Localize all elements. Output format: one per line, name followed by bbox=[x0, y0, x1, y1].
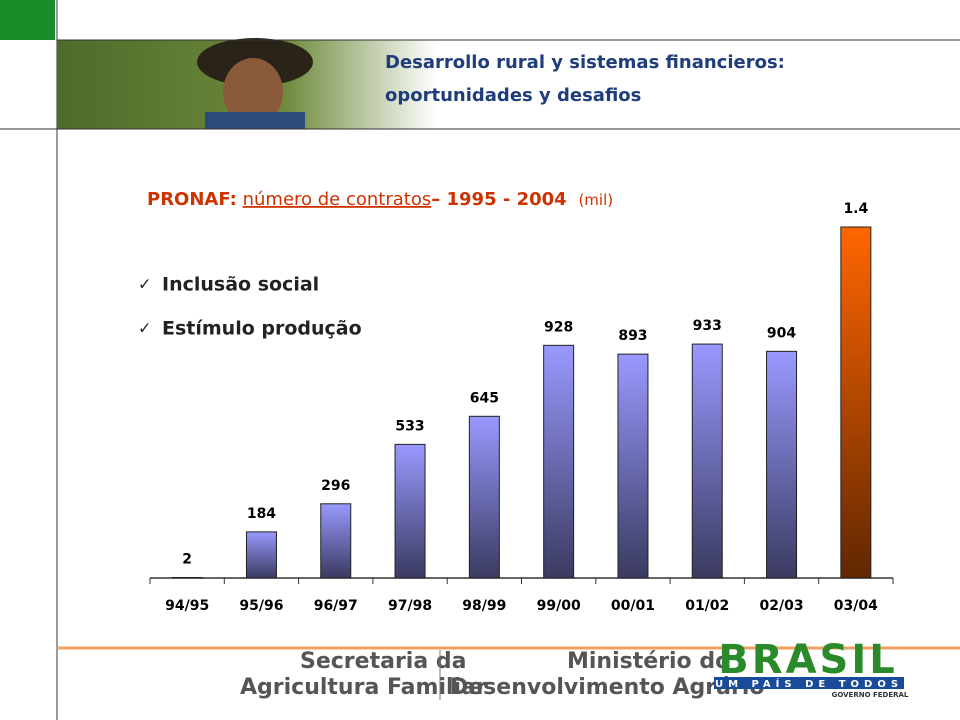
bar bbox=[617, 353, 649, 579]
x-tick-label: 01/02 bbox=[685, 598, 729, 614]
bullet: Inclusão social bbox=[162, 274, 319, 296]
x-tick-label: 03/04 bbox=[834, 598, 878, 614]
value-label: 533 bbox=[395, 418, 424, 434]
x-tick-label: 00/01 bbox=[611, 598, 655, 614]
footer-text: Desenvolvimento Agrário bbox=[450, 675, 765, 700]
bar bbox=[468, 415, 500, 579]
bar bbox=[543, 344, 575, 579]
value-label: 645 bbox=[470, 390, 499, 406]
x-tick-label: 96/97 bbox=[314, 598, 358, 614]
bar bbox=[245, 531, 277, 579]
bar bbox=[171, 576, 203, 579]
value-label: 296 bbox=[321, 478, 350, 494]
chart-title-label: PRONAF: bbox=[147, 189, 237, 210]
bullet: Estímulo produção bbox=[162, 318, 362, 340]
green-square bbox=[0, 0, 55, 40]
slogan-band bbox=[714, 677, 904, 689]
chart-subtitle: número de contratos bbox=[243, 189, 432, 210]
value-label: 2 bbox=[182, 551, 192, 567]
chart-unit: (mil) bbox=[578, 191, 613, 209]
value-label: 904 bbox=[767, 325, 796, 341]
bar bbox=[840, 226, 872, 579]
brand-government: GOVERNO FEDERAL bbox=[832, 691, 909, 699]
bar bbox=[691, 343, 723, 579]
header-title: oportunidades y desafios bbox=[385, 85, 641, 106]
x-tick-label: 02/03 bbox=[760, 598, 804, 614]
footer-text: Secretaria da bbox=[300, 649, 466, 674]
x-tick-label: 95/96 bbox=[239, 598, 283, 614]
check: ✓ bbox=[138, 275, 151, 294]
x-tick-label: 98/99 bbox=[462, 598, 506, 614]
face bbox=[223, 58, 283, 126]
bar bbox=[320, 503, 352, 579]
bar bbox=[766, 350, 798, 579]
chart-period: – 1995 - 2004 bbox=[431, 189, 566, 210]
shirt bbox=[205, 112, 305, 129]
chart-title: PRONAF: número de contratos– 1995 - 2004… bbox=[147, 189, 613, 210]
brand-logo: BRASIL bbox=[718, 637, 897, 683]
check: ✓ bbox=[138, 319, 151, 338]
x-tick-label: 99/00 bbox=[537, 598, 581, 614]
value-label: 893 bbox=[618, 328, 647, 344]
brand-slogan: UM PAÍS DE TODOS bbox=[715, 677, 903, 690]
bar-chart: 94/95 2 95/96 184 96/97 296 97/98 533 98/99 645 99… bbox=[149, 201, 894, 614]
value-label: 928 bbox=[544, 319, 573, 335]
footer-text: Agricultura Familiar bbox=[240, 675, 487, 700]
header-title: Desarrollo rural y sistemas financieros: bbox=[385, 52, 785, 73]
footer-text: Ministério do bbox=[567, 649, 730, 674]
x-tick-label: 94/95 bbox=[165, 598, 209, 614]
bar bbox=[394, 443, 426, 579]
x-tick-label: 97/98 bbox=[388, 598, 432, 614]
value-label: 184 bbox=[247, 506, 276, 522]
value-label: 1.4 bbox=[843, 201, 868, 217]
value-label: 933 bbox=[693, 318, 722, 334]
